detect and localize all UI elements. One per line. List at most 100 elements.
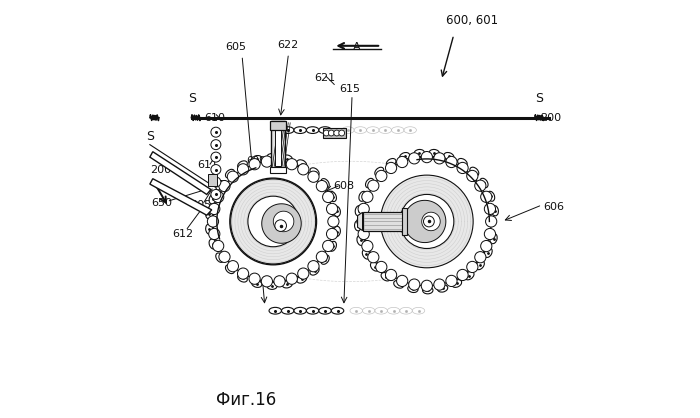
Circle shape	[207, 216, 218, 227]
Ellipse shape	[310, 267, 319, 275]
Circle shape	[219, 251, 230, 263]
Ellipse shape	[354, 221, 362, 231]
Circle shape	[486, 216, 497, 227]
Circle shape	[230, 178, 316, 265]
Circle shape	[386, 162, 397, 173]
Circle shape	[328, 216, 339, 227]
Text: 650: 650	[151, 198, 172, 208]
Ellipse shape	[329, 241, 337, 251]
Text: 200*: 200*	[150, 165, 176, 175]
Circle shape	[237, 164, 248, 175]
Ellipse shape	[374, 167, 384, 176]
Circle shape	[400, 194, 454, 248]
Circle shape	[308, 260, 319, 272]
Circle shape	[219, 181, 230, 192]
Text: 622: 622	[277, 40, 298, 50]
Circle shape	[261, 156, 272, 167]
Ellipse shape	[387, 307, 400, 314]
Ellipse shape	[281, 127, 294, 133]
Ellipse shape	[465, 271, 474, 280]
Circle shape	[249, 273, 260, 284]
Circle shape	[209, 228, 220, 240]
Circle shape	[457, 269, 468, 280]
Text: S: S	[535, 92, 543, 105]
Circle shape	[326, 203, 337, 214]
Circle shape	[368, 252, 379, 263]
Circle shape	[274, 156, 285, 167]
Ellipse shape	[319, 127, 331, 133]
Polygon shape	[358, 212, 363, 231]
Circle shape	[421, 151, 433, 163]
Circle shape	[381, 175, 473, 268]
Ellipse shape	[429, 150, 440, 157]
Ellipse shape	[354, 127, 367, 133]
Polygon shape	[273, 211, 294, 232]
Polygon shape	[404, 200, 446, 242]
Ellipse shape	[216, 253, 224, 263]
Ellipse shape	[452, 280, 461, 288]
Circle shape	[237, 268, 248, 279]
Circle shape	[421, 280, 433, 291]
Ellipse shape	[480, 178, 488, 188]
Circle shape	[376, 261, 387, 273]
Text: 607: 607	[383, 235, 404, 245]
Text: A: A	[352, 42, 360, 52]
Ellipse shape	[282, 281, 293, 288]
Ellipse shape	[333, 206, 340, 217]
Text: 200: 200	[540, 113, 561, 122]
Circle shape	[334, 130, 340, 136]
Ellipse shape	[297, 275, 307, 283]
Circle shape	[475, 252, 486, 263]
Text: 612: 612	[172, 229, 193, 239]
Circle shape	[298, 164, 309, 175]
Bar	[323, 128, 346, 138]
Circle shape	[357, 216, 368, 227]
Ellipse shape	[355, 206, 363, 216]
Text: 607c: 607c	[424, 247, 450, 257]
Ellipse shape	[307, 307, 319, 314]
Circle shape	[209, 203, 220, 214]
Bar	[270, 167, 286, 173]
Text: 621: 621	[314, 73, 335, 83]
Ellipse shape	[400, 307, 412, 314]
Circle shape	[316, 251, 328, 263]
Ellipse shape	[321, 255, 329, 264]
Polygon shape	[150, 152, 211, 194]
Ellipse shape	[370, 262, 379, 271]
Circle shape	[323, 191, 334, 203]
Ellipse shape	[297, 160, 307, 168]
Circle shape	[326, 228, 337, 240]
Circle shape	[376, 171, 387, 181]
Ellipse shape	[363, 250, 370, 259]
Circle shape	[213, 191, 224, 203]
Ellipse shape	[381, 273, 391, 281]
Circle shape	[274, 276, 285, 287]
Circle shape	[409, 279, 420, 290]
Ellipse shape	[386, 158, 396, 167]
Bar	[271, 121, 285, 168]
Ellipse shape	[414, 150, 424, 157]
Circle shape	[362, 191, 373, 202]
Ellipse shape	[319, 307, 331, 314]
Circle shape	[397, 275, 408, 286]
Ellipse shape	[329, 191, 337, 201]
Ellipse shape	[269, 307, 281, 314]
Circle shape	[358, 228, 370, 240]
Ellipse shape	[209, 239, 216, 249]
Circle shape	[249, 158, 260, 170]
Circle shape	[323, 130, 329, 136]
Text: 608: 608	[333, 181, 354, 191]
Ellipse shape	[470, 167, 479, 176]
Circle shape	[362, 240, 373, 252]
Ellipse shape	[487, 191, 495, 201]
Ellipse shape	[331, 307, 344, 314]
Circle shape	[275, 220, 286, 232]
Circle shape	[261, 276, 272, 287]
Ellipse shape	[307, 127, 319, 133]
Text: 606: 606	[543, 202, 564, 212]
Ellipse shape	[206, 209, 213, 219]
Circle shape	[228, 171, 239, 182]
Circle shape	[397, 156, 408, 168]
Circle shape	[308, 171, 319, 182]
Ellipse shape	[484, 248, 492, 257]
